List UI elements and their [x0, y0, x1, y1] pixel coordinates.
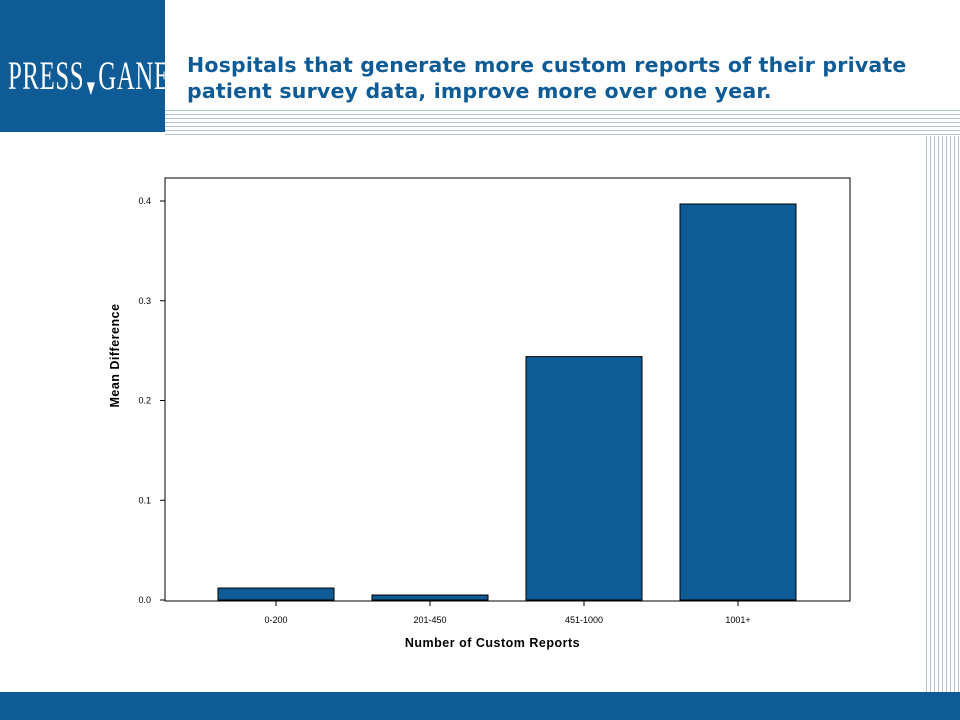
bar-chart: 0.0 0.1 0.2 0.3 0.4 0-200 201-450 451-1000 1001+… — [108, 177, 851, 650]
bar — [679, 203, 797, 601]
bar — [371, 594, 489, 601]
y-tick-label: 0.1 — [138, 495, 151, 505]
logo-panel: PRESS▼GANEY — [0, 0, 188, 132]
logo-pointer-icon: ▼ — [84, 75, 99, 100]
y-axis-title: Mean Difference — [108, 303, 122, 407]
page-title: Hospitals that generate more custom repo… — [187, 53, 907, 103]
x-tick-label: 1001+ — [725, 615, 750, 625]
x-tick-label: 451-1000 — [565, 615, 603, 625]
logo-left-text: PRESS — [8, 53, 85, 98]
bar — [217, 587, 335, 601]
press-ganey-logo: PRESS▼GANEY — [8, 52, 188, 101]
logo-right-text: GANEY — [98, 53, 189, 98]
y-tick-label: 0.2 — [138, 396, 151, 406]
footer-band — [0, 692, 960, 720]
x-tick-label: 0-200 — [264, 615, 287, 625]
x-tick-label: 201-450 — [413, 615, 446, 625]
y-tick-label: 0.4 — [138, 196, 151, 206]
y-tick-label: 0.0 — [138, 595, 151, 605]
bar — [525, 356, 643, 601]
header-rule-lines — [165, 110, 960, 136]
x-axis-title: Number of Custom Reports — [405, 636, 580, 650]
y-tick-label: 0.3 — [138, 296, 151, 306]
side-rule-lines — [926, 136, 960, 692]
